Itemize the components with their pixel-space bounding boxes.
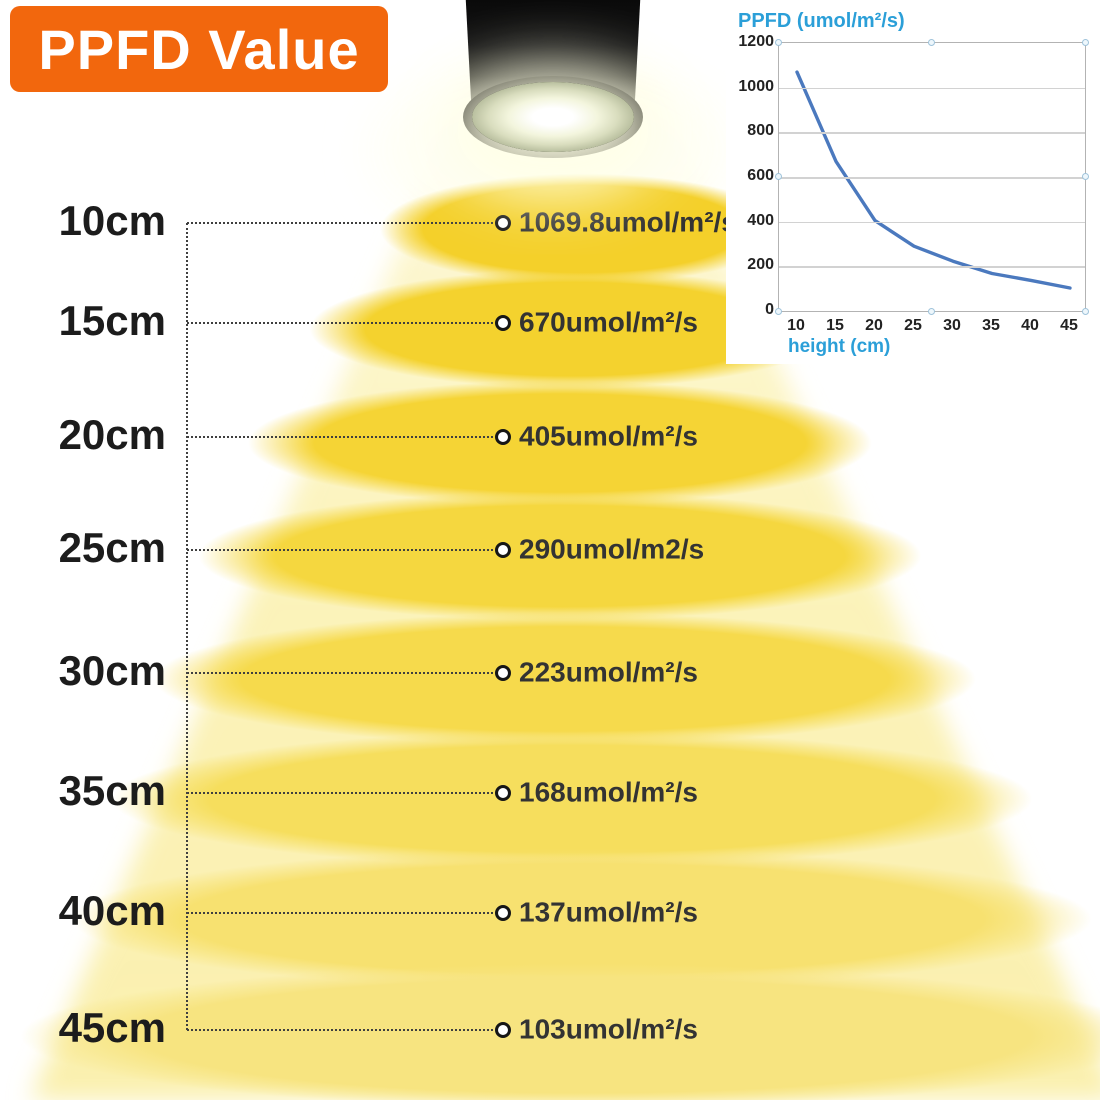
light-ellipse: [15, 963, 1100, 1100]
ppfd-value-label: 137umol/m²/s: [519, 896, 698, 928]
ppfd-value-label: 290umol/m2/s: [519, 533, 705, 565]
title-banner-label: PPFD Value: [38, 17, 360, 81]
chart-gridline: [779, 87, 1085, 90]
chart-x-axis-title: height (cm): [788, 336, 891, 357]
height-label: 15cm: [58, 297, 166, 345]
measure-point-marker: [495, 315, 511, 331]
measure-point-marker: [495, 1022, 511, 1038]
connector-line: [187, 222, 493, 224]
connector-line: [187, 792, 493, 794]
chart-curve: [795, 70, 1072, 290]
light-ellipse: [245, 380, 875, 506]
x-axis-tick-label: 30: [943, 317, 961, 334]
x-axis-tick-label: 25: [904, 317, 922, 334]
ppfd-value-label: 405umol/m²/s: [519, 420, 698, 452]
connector-vertical-line: [186, 223, 188, 1030]
measure-point-marker: [495, 905, 511, 921]
connector-line: [187, 1029, 493, 1031]
connector-line: [187, 436, 493, 438]
measure-point-marker: [495, 215, 511, 231]
chart-gridline: [779, 266, 1085, 268]
chart-plot-area: [775, 39, 1089, 315]
measure-point-marker: [495, 429, 511, 445]
chart-handle: [1082, 173, 1089, 180]
x-axis-tick-label: 15: [826, 317, 844, 334]
height-label: 25cm: [58, 524, 166, 572]
light-ellipse: [378, 173, 788, 285]
y-axis-tick-label: 600: [747, 167, 774, 184]
ppfd-value-label: 168umol/m²/s: [519, 776, 698, 808]
x-axis-tick-label: 40: [1021, 317, 1039, 334]
chart-gridline: [779, 221, 1085, 224]
chart-gridline: [779, 177, 1085, 179]
chart-handle: [775, 173, 782, 180]
height-label: 20cm: [58, 411, 166, 459]
chart-handle: [1082, 308, 1089, 315]
grow-light-lamp-lens: [472, 82, 634, 152]
chart-title: PPFD (umol/m²/s): [738, 10, 905, 32]
x-axis-tick-label: 10: [787, 317, 805, 334]
ppfd-height-chart: PPFD (umol/m²/s) height (cm) 0 200 400 600 8…: [726, 4, 1100, 364]
connector-line: [187, 672, 493, 674]
chart-gridline: [779, 132, 1085, 134]
chart-handle: [928, 39, 935, 46]
y-axis-tick-label: 1000: [738, 77, 774, 95]
y-axis-tick-label: 200: [747, 256, 774, 274]
title-banner: PPFD Value: [10, 6, 388, 92]
connector-line: [187, 912, 493, 914]
ppfd-value-label: 103umol/m²/s: [519, 1013, 698, 1045]
y-axis-tick-label: 800: [747, 122, 774, 140]
height-label: 10cm: [58, 197, 166, 245]
ppfd-value-label: 670umol/m²/s: [519, 306, 698, 338]
chart-handle: [1082, 39, 1089, 46]
chart-handle: [928, 308, 935, 315]
ppfd-curve-line: [795, 70, 1072, 290]
light-ellipse: [195, 491, 925, 621]
chart-handle: [775, 308, 782, 315]
light-ellipse: [150, 612, 980, 746]
height-label: 30cm: [58, 647, 166, 695]
ppfd-value-label: 223umol/m²/s: [519, 656, 698, 688]
x-axis-tick-label: 45: [1060, 317, 1078, 334]
measure-point-marker: [495, 542, 511, 558]
y-axis-tick-label: 1200: [738, 33, 774, 50]
chart-handle: [775, 39, 782, 46]
x-axis-tick-label: 20: [865, 317, 883, 334]
ppfd-value-label: 1069.8umol/m²/s: [519, 206, 737, 238]
height-label: 40cm: [58, 887, 166, 935]
connector-line: [187, 549, 493, 551]
connector-line: [187, 322, 493, 324]
x-axis-tick-label: 35: [982, 317, 1000, 334]
y-axis-tick-label: 400: [747, 211, 774, 229]
y-axis-tick-label: 0: [765, 301, 774, 318]
measure-point-marker: [495, 785, 511, 801]
measure-point-marker: [495, 665, 511, 681]
light-ellipse: [107, 730, 1037, 868]
height-label: 45cm: [58, 1004, 166, 1052]
height-label: 35cm: [58, 767, 166, 815]
